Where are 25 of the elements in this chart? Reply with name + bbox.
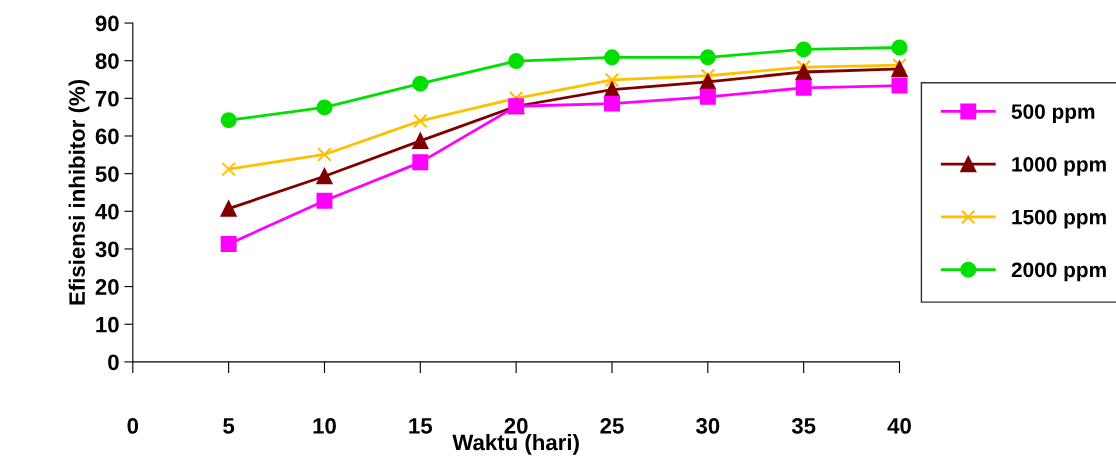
x-axis-title: Waktu (hari) bbox=[452, 433, 579, 455]
legend-label: 500 ppm bbox=[1011, 104, 1095, 124]
y-tick-label: 30 bbox=[95, 241, 119, 258]
y-tick-label: 60 bbox=[95, 128, 119, 145]
x-tick-label: 5 bbox=[223, 418, 235, 434]
x-tick-label: 40 bbox=[887, 418, 911, 434]
y-tick-label: 40 bbox=[95, 203, 119, 220]
legend-label: 1500 ppm bbox=[1012, 209, 1106, 229]
y-tick-label: 90 bbox=[95, 15, 119, 32]
x-tick-label: 15 bbox=[409, 418, 433, 434]
x-tick-label: 10 bbox=[313, 418, 336, 434]
y-tick-label: 50 bbox=[95, 166, 119, 182]
x-tick-label: 25 bbox=[600, 418, 624, 434]
x-tick-label: 35 bbox=[791, 418, 816, 434]
x-tick-label: 20 bbox=[504, 418, 528, 434]
y-tick-label: 10 bbox=[96, 316, 119, 333]
legend-label: 1000 ppm bbox=[1012, 156, 1106, 176]
y-tick-label: 80 bbox=[95, 53, 119, 69]
x-tick-label: 0 bbox=[127, 418, 139, 434]
y-axis-title: Efisiensi inhibitor (%) bbox=[68, 79, 90, 305]
y-tick-label: 0 bbox=[108, 354, 119, 371]
x-tick-label: 30 bbox=[695, 418, 720, 434]
y-tick-label: 70 bbox=[95, 90, 119, 107]
y-tick-label: 20 bbox=[95, 279, 119, 295]
legend-label: 2000 ppm bbox=[1011, 262, 1106, 282]
